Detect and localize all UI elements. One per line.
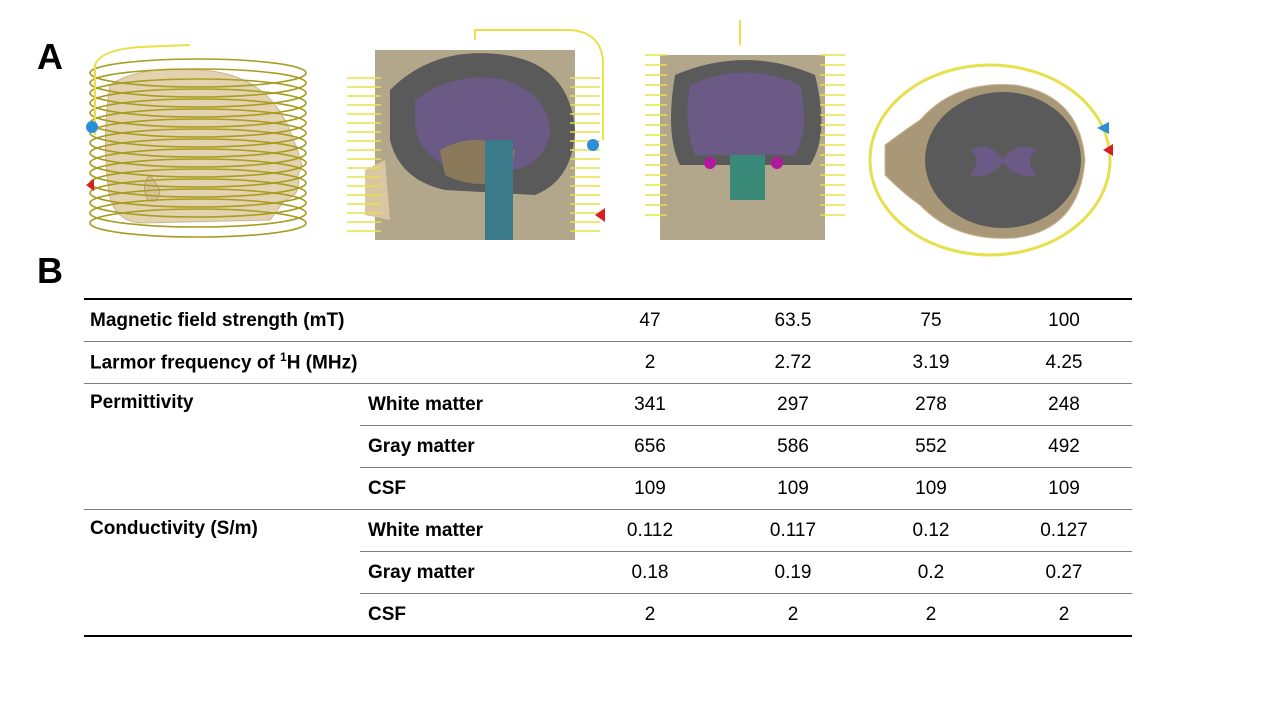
tissue-label: Gray matter (360, 551, 580, 594)
cell: 4.25 (996, 341, 1132, 384)
head-3d-coil-image (86, 44, 307, 238)
coil-turn (89, 158, 307, 188)
coil-turn (89, 178, 307, 208)
sagittal-slice-image (347, 29, 605, 240)
cell: 2 (866, 593, 996, 637)
cell: 0.12 (866, 509, 996, 552)
cell: 75 (866, 298, 996, 342)
coil-turn (89, 148, 307, 178)
cell: 586 (720, 425, 866, 468)
permittivity-label: Permittivity (84, 383, 360, 510)
cell: 2.72 (720, 341, 866, 384)
panel-label-a: A (37, 36, 63, 77)
cell: 63.5 (720, 298, 866, 342)
cell: 109 (580, 467, 720, 510)
coil-turn (89, 208, 307, 238)
cell: 100 (996, 298, 1132, 342)
cell: 552 (866, 425, 996, 468)
port-red-icon (595, 208, 605, 222)
coil-turn (89, 138, 307, 168)
coil-turn (89, 128, 307, 158)
coronal-slice-image (645, 20, 845, 240)
cell: 109 (866, 467, 996, 510)
port-blue-icon (1097, 122, 1109, 134)
coil-turn (89, 188, 307, 218)
cell: 0.127 (996, 509, 1132, 552)
cell: 2 (996, 593, 1132, 637)
tissue-label: White matter (360, 383, 580, 426)
cell: 2 (720, 593, 866, 637)
cell: 109 (720, 467, 866, 510)
cell: 341 (580, 383, 720, 426)
port-red-icon (86, 179, 94, 191)
table-row: Gray matter 0.18 0.19 0.2 0.27 (84, 551, 1132, 594)
cell: 492 (996, 425, 1132, 468)
port-red-icon (1103, 144, 1113, 156)
cell: 297 (720, 383, 866, 426)
cell: 0.117 (720, 509, 866, 552)
table-row: CSF 2 2 2 2 (84, 593, 1132, 637)
cell: 109 (996, 467, 1132, 510)
larmor-label: Larmor frequency of 1H (MHz) (84, 341, 580, 384)
coil-turn (89, 78, 307, 108)
table-row: Conductivity (S/m) White matter 0.112 0.… (84, 509, 1132, 637)
cell: 278 (866, 383, 996, 426)
port-blue-icon (587, 139, 599, 151)
table-row: Gray matter 656 586 552 492 (84, 425, 1132, 468)
coil-ring (868, 63, 1112, 257)
tissue-label: CSF (360, 593, 580, 637)
cell: 2 (580, 341, 720, 384)
tissue-label: CSF (360, 467, 580, 510)
coil-turns (89, 58, 307, 238)
cell: 0.19 (720, 551, 866, 594)
table-row-larmor: Larmor frequency of 1H (MHz) 2 2.72 3.19… (84, 341, 1132, 384)
coil-turn (89, 98, 307, 128)
cell: 656 (580, 425, 720, 468)
coil-lead (94, 44, 191, 135)
cell: 0.112 (580, 509, 720, 552)
field-strength-label: Magnetic field strength (mT) (84, 298, 580, 342)
panel-label-b: B (37, 250, 63, 291)
cell: 0.18 (580, 551, 720, 594)
properties-table: Magnetic field strength (mT) 47 63.5 75 … (84, 298, 1132, 637)
cell: 47 (580, 298, 720, 342)
port-blue-icon (86, 121, 98, 133)
coil-turn (89, 198, 307, 228)
coil-turn (89, 118, 307, 148)
conductivity-label: Conductivity (S/m) (84, 509, 360, 637)
coil-turn (89, 68, 307, 98)
cell: 0.27 (996, 551, 1132, 594)
table-row: CSF 109 109 109 109 (84, 467, 1132, 510)
cell: 0.2 (866, 551, 996, 594)
table-row-field-strength: Magnetic field strength (mT) 47 63.5 75 … (84, 298, 1132, 342)
cell: 2 (580, 593, 720, 637)
white-matter (687, 72, 804, 155)
axial-slice-image (868, 63, 1113, 257)
tissue-label: Gray matter (360, 425, 580, 468)
tissue-label: White matter (360, 509, 580, 552)
coil-turn (89, 88, 307, 118)
ventricles (970, 146, 1037, 177)
table-row: Permittivity White matter 341 297 278 24… (84, 383, 1132, 510)
cell: 3.19 (866, 341, 996, 384)
cell: 248 (996, 383, 1132, 426)
coil-turn (89, 58, 307, 88)
